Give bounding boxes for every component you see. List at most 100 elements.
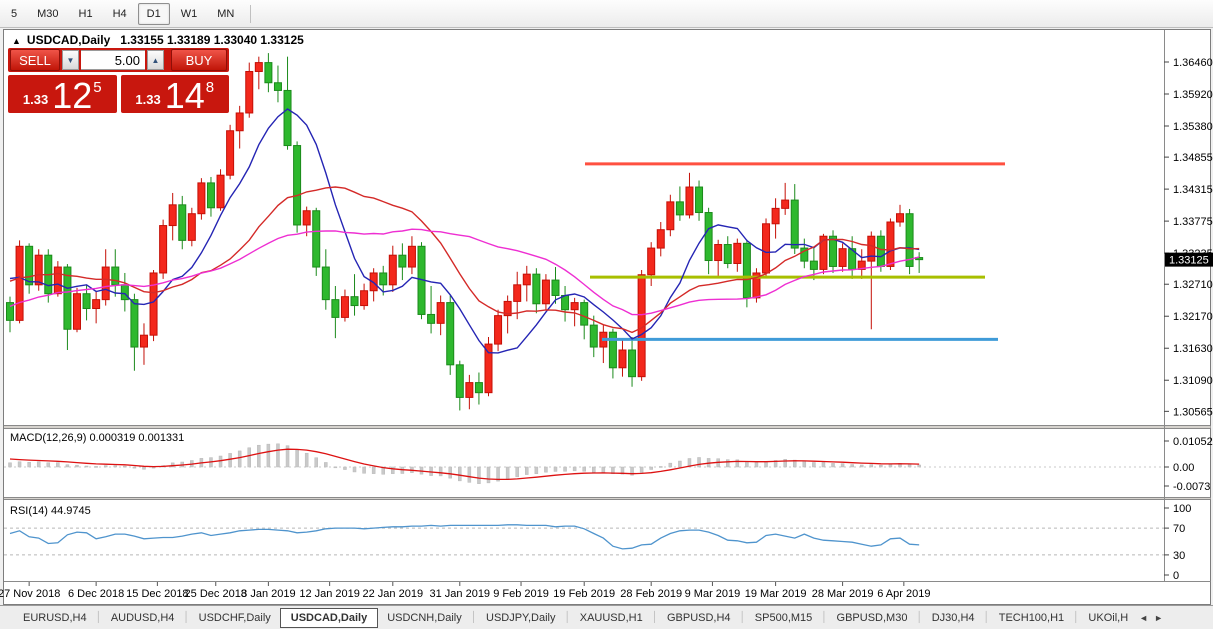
svg-text:1.36460: 1.36460 — [1173, 57, 1213, 69]
tab-separator: │ — [564, 612, 571, 623]
sell-price-display[interactable]: 1.33 12 5 — [8, 75, 117, 116]
collapse-triangle-icon[interactable]: ▲ — [12, 36, 21, 46]
svg-text:1.31090: 1.31090 — [1173, 375, 1213, 387]
svg-text:15 Dec 2018: 15 Dec 2018 — [126, 588, 188, 600]
tab-audusd-h4[interactable]: AUDUSD,H4 — [110, 611, 175, 624]
tab-separator: │ — [470, 612, 477, 623]
sell-price-small: 1.33 — [22, 92, 49, 107]
chart-symbol-period: USDCAD,Daily — [26, 33, 111, 47]
svg-text:31 Jan 2019: 31 Jan 2019 — [430, 588, 491, 600]
timeframe-button-5[interactable]: 5 — [11, 7, 18, 20]
svg-text:-0.0073: -0.0073 — [1173, 481, 1210, 493]
svg-text:1.31630: 1.31630 — [1173, 343, 1213, 355]
svg-text:1.33775: 1.33775 — [1173, 216, 1213, 228]
svg-text:9 Mar 2019: 9 Mar 2019 — [685, 588, 741, 600]
tab-scroll-right-icon[interactable]: ► — [1154, 612, 1163, 623]
tab-gbpusd-m30[interactable]: GBPUSD,M30 — [836, 611, 908, 624]
trade-panel-top-row: SELL ▼ ▲ BUY — [8, 48, 229, 72]
moving-averages — [9, 108, 920, 354]
tab-xauusd-h1[interactable]: XAUUSD,H1 — [579, 611, 643, 624]
svg-text:0.010525: 0.010525 — [1173, 436, 1213, 448]
svg-text:27 Nov 2018: 27 Nov 2018 — [0, 588, 60, 600]
toolbar-separator — [250, 4, 252, 23]
tab-usdchf-daily[interactable]: USDCHF,Daily — [198, 611, 271, 624]
svg-text:6 Apr 2019: 6 Apr 2019 — [877, 588, 930, 600]
svg-text:22 Jan 2019: 22 Jan 2019 — [363, 588, 424, 600]
tab-usdjpy-daily[interactable]: USDJPY,Daily — [486, 611, 556, 624]
tab-dj30-h4[interactable]: DJ30,H4 — [931, 611, 975, 624]
tab-sp500-m15[interactable]: SP500,M15 — [754, 611, 813, 624]
svg-text:28 Mar 2019: 28 Mar 2019 — [812, 588, 874, 600]
tab-usdcad-daily[interactable]: USDCAD,Daily — [279, 607, 379, 628]
tab-tech100-h1[interactable]: TECH100,H1 — [998, 611, 1065, 624]
chart-ohlc-quote: 1.33155 1.33189 1.33040 1.33125 — [120, 33, 304, 47]
svg-text:30: 30 — [1173, 550, 1185, 562]
svg-text:3 Jan 2019: 3 Jan 2019 — [241, 588, 295, 600]
svg-text:1.32710: 1.32710 — [1173, 279, 1213, 291]
buy-price-display[interactable]: 1.33 14 8 — [120, 75, 229, 116]
sell-price-big: 12 — [52, 75, 93, 116]
tab-gbpusd-h4[interactable]: GBPUSD,H4 — [666, 611, 731, 624]
buy-price-big: 14 — [164, 75, 205, 116]
tab-scroll-left-icon[interactable]: ◄ — [1139, 612, 1149, 623]
svg-text:1.35920: 1.35920 — [1173, 89, 1213, 101]
svg-text:12 Jan 2019: 12 Jan 2019 — [299, 588, 360, 600]
svg-text:9 Feb 2019: 9 Feb 2019 — [493, 588, 549, 600]
svg-text:70: 70 — [1173, 523, 1185, 535]
timeframe-button-H4[interactable]: H4 — [112, 7, 127, 20]
tab-separator: │ — [1073, 612, 1080, 623]
svg-text:0.00: 0.00 — [1173, 462, 1194, 474]
lot-decrease-button[interactable]: ▼ — [62, 50, 79, 70]
svg-text:19 Mar 2019: 19 Mar 2019 — [745, 588, 807, 600]
tab-separator: │ — [916, 612, 923, 623]
buy-price-small: 1.33 — [135, 92, 161, 107]
macd-indicator: MACD(12,26,9) 0.000319 0.001331 0.010525 0… — [4, 432, 1213, 493]
ma-medium-line — [9, 186, 920, 334]
timeframe-button-D1[interactable]: D1 — [137, 2, 170, 25]
svg-text:28 Feb 2019: 28 Feb 2019 — [620, 588, 682, 600]
lot-size-input[interactable] — [81, 50, 145, 70]
sell-button[interactable]: SELL — [10, 49, 60, 71]
candlestick-series[interactable] — [6, 53, 924, 411]
timeframe-button-M30[interactable]: M30 — [37, 7, 59, 20]
macd-label: MACD(12,26,9) 0.000319 0.001331 — [10, 432, 184, 444]
svg-text:1.32170: 1.32170 — [1173, 311, 1213, 323]
svg-text:1.34855: 1.34855 — [1173, 152, 1213, 164]
svg-text:1.35380: 1.35380 — [1173, 121, 1213, 133]
timeframe-button-H1[interactable]: H1 — [78, 7, 93, 20]
lot-increase-button[interactable]: ▲ — [147, 50, 164, 70]
rsi-indicator: RSI(14) 44.9745 100 70 30 0 — [4, 503, 1191, 582]
trade-panel-prices: 1.33 12 5 1.33 14 8 — [8, 75, 229, 116]
timeframe-button-MN[interactable]: MN — [217, 7, 235, 20]
macd-signal-line — [9, 448, 920, 481]
one-click-trading-panel: SELL ▼ ▲ BUY 1.33 12 5 1.33 14 8 — [8, 48, 229, 116]
timeframe-button-W1[interactable]: W1 — [180, 7, 198, 20]
tab-separator: │ — [983, 612, 990, 623]
chart-canvas[interactable]: 1.364601.359201.353801.348551.343151.337… — [0, 0, 1213, 605]
current-price-tag: 1.33125 — [1165, 252, 1213, 267]
buy-price-sup: 8 — [205, 79, 215, 96]
tab-scroll-arrows: ◄ ► — [1139, 613, 1163, 623]
svg-text:1.34315: 1.34315 — [1173, 184, 1213, 196]
svg-text:100: 100 — [1173, 503, 1191, 515]
tab-eurusd-h4[interactable]: EURUSD,H4 — [23, 611, 87, 624]
tab-separator: │ — [651, 612, 658, 623]
sell-price-sup: 5 — [93, 79, 102, 96]
chart-tab-bar: EURUSD,H4 │ AUDUSD,H4 │ USDCHF,Daily USDCAD,D… — [0, 605, 1213, 629]
horizontal-level-lines[interactable] — [585, 162, 1005, 341]
svg-text:0: 0 — [1173, 570, 1179, 582]
timeframe-toolbar: 5 M30 H1 H4 D1 W1 MN — [0, 0, 1213, 28]
ma-slow-line — [9, 228, 920, 316]
price-axis: 1.36460 1.35920 1.35380 1.34855 1.34315 1.337… — [1164, 57, 1213, 418]
svg-text:6 Dec 2018: 6 Dec 2018 — [68, 588, 124, 600]
svg-text:19 Feb 2019: 19 Feb 2019 — [553, 588, 615, 600]
tab-separator: │ — [183, 612, 190, 623]
svg-text:1.33125: 1.33125 — [1169, 255, 1209, 267]
tab-separator: │ — [739, 612, 746, 623]
rsi-line — [9, 524, 920, 550]
tab-ukoil-h[interactable]: UKOil,H — [1088, 611, 1129, 624]
buy-button[interactable]: BUY — [171, 49, 227, 71]
tab-usdcnh-daily[interactable]: USDCNH,Daily — [387, 611, 462, 624]
